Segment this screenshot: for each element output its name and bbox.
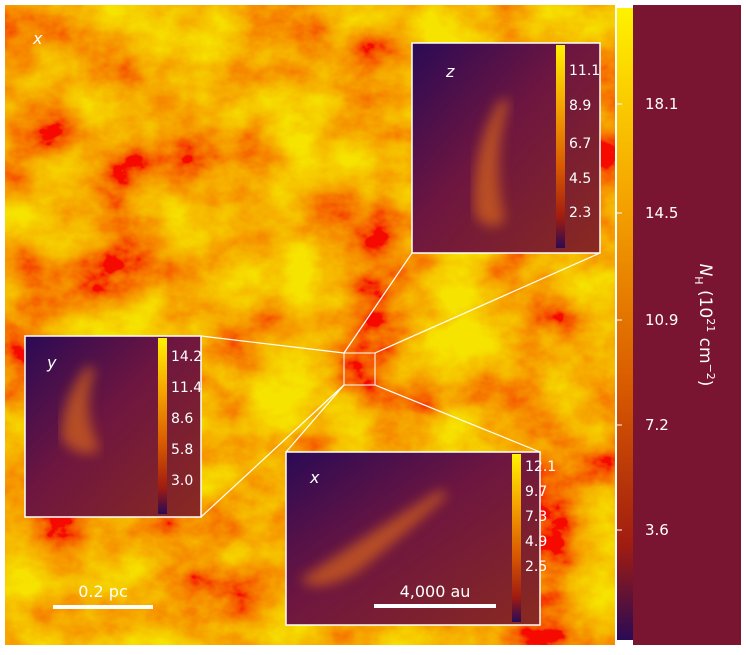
- inset-image: [412, 43, 600, 253]
- colorbar-panel: [633, 5, 741, 645]
- inset-colorbar: [512, 454, 521, 622]
- inset-tick-label: 7.3: [525, 509, 547, 525]
- inset-tick-label: 2.5: [525, 559, 547, 575]
- inset-tick-label: 4.5: [569, 171, 591, 187]
- inset-tick-label: 2.3: [569, 205, 591, 221]
- inset-frame: [411, 42, 601, 254]
- colorbar-label: NH (1021 cm−2): [692, 264, 717, 387]
- connector-lines: [200, 252, 601, 518]
- inset-frame: [285, 451, 541, 626]
- inset-tick-label: 8.9: [569, 98, 591, 114]
- inset-tick-label: 11.4: [171, 380, 202, 396]
- colorbar-tick-label: 10.9: [645, 311, 678, 329]
- label-unit: cm: [695, 332, 715, 363]
- view-label: x: [32, 29, 43, 48]
- inset-colorbar: [158, 338, 167, 514]
- colorbar-tick-label: 3.6: [645, 521, 669, 539]
- inset-tick-label: 5.8: [171, 442, 193, 458]
- inset-tick-label: 8.6: [171, 411, 193, 427]
- inset-tick-label: 11.1: [569, 63, 600, 79]
- inset-tick-label: 6.7: [569, 136, 591, 152]
- inset-view-label: x: [309, 468, 320, 487]
- label-subscript: H: [692, 276, 705, 284]
- inset-filament: [61, 365, 100, 454]
- colorbar-tick-label: 14.5: [645, 204, 678, 222]
- inset-filament: [300, 490, 448, 586]
- label-prefix: (10: [695, 285, 715, 319]
- inset-view-label: y: [46, 353, 57, 372]
- inset-tick-label: 4.9: [525, 534, 547, 550]
- inset-tick-label: 3.0: [171, 473, 193, 489]
- inset-image: [25, 336, 201, 517]
- label-unit-exponent: −2: [704, 364, 717, 380]
- label-suffix: ): [695, 380, 715, 387]
- inset-tick-label: 14.2: [171, 349, 202, 365]
- colorbar-tick-label: 18.1: [645, 95, 678, 113]
- zoom-box: [343, 352, 376, 386]
- label-exponent: 21: [704, 318, 717, 332]
- colorbar-tick-label: 7.2: [645, 416, 669, 434]
- inset-frame: [24, 335, 202, 518]
- inset-colorbar: [556, 45, 565, 248]
- colorbar: [617, 8, 633, 640]
- scale-bar-label: 0.2 pc: [78, 582, 127, 601]
- inset-tick-label: 12.1: [525, 459, 556, 475]
- inset-scale-bar-label: 4,000 au: [400, 582, 471, 601]
- inset-filament: [474, 100, 510, 227]
- inset-tick-label: 9.7: [525, 484, 547, 500]
- label-symbol: N: [695, 264, 715, 277]
- inset-image: [286, 452, 540, 625]
- inset-view-label: z: [445, 62, 455, 81]
